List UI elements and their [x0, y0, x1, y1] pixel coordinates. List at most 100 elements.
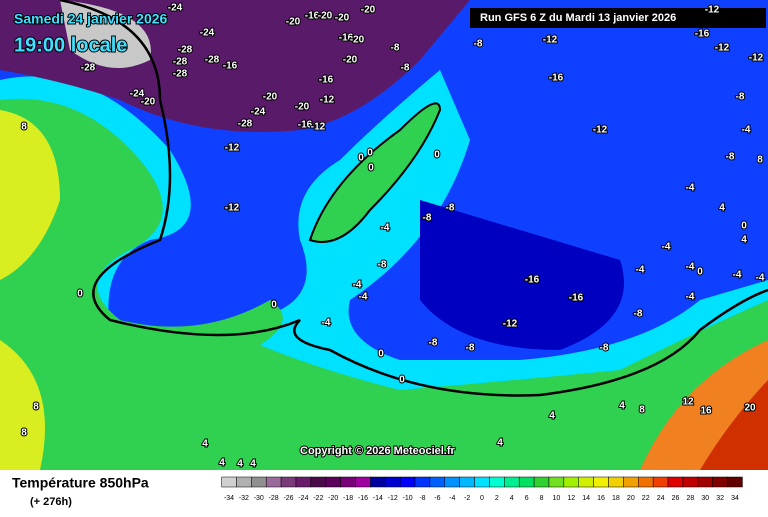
- legend-label: -8: [419, 495, 425, 502]
- legend-label: -18: [343, 495, 353, 502]
- contour-label: -16: [305, 11, 320, 22]
- legend-swatch: [325, 476, 341, 488]
- legend-label: 14: [582, 495, 590, 502]
- legend-label: 10: [553, 495, 561, 502]
- contour-label: -16: [319, 75, 334, 86]
- green-zone: [0, 98, 768, 470]
- legend-label: 32: [716, 495, 724, 502]
- legend-swatch: [236, 476, 252, 488]
- contour-label: -24: [168, 3, 183, 14]
- contour-label: 0: [368, 163, 374, 174]
- legend-swatch: [623, 476, 639, 488]
- legend-swatch: [518, 476, 535, 488]
- legend-swatch: [340, 476, 356, 488]
- contour-label: -20: [318, 11, 333, 22]
- contour-label: 0: [77, 289, 83, 300]
- contour-label: 20: [744, 403, 756, 414]
- warm-pocket: [308, 102, 442, 243]
- contour-label: -8: [634, 309, 643, 320]
- contour-label: -4: [322, 318, 331, 329]
- contour-label: 4: [549, 411, 555, 422]
- contour-label: -12: [320, 95, 335, 106]
- legend-swatch: [533, 476, 550, 488]
- legend-swatch: [489, 476, 505, 488]
- copyright: Copyright © 2026 Meteociel.fr: [300, 445, 456, 457]
- contour-label: -24: [130, 89, 145, 100]
- contour-label: -8: [446, 203, 455, 214]
- legend-label: 20: [627, 495, 635, 502]
- footer-lead: (+ 276h): [30, 496, 72, 508]
- footer-title: Température 850hPa: [12, 475, 149, 491]
- contour-label: -16: [695, 29, 710, 40]
- contour-label: -16: [569, 293, 584, 304]
- very-cold-zone: [60, 0, 151, 68]
- legend-swatch: [593, 476, 609, 488]
- contour-label: -8: [378, 260, 387, 271]
- contour-label: 4: [741, 235, 747, 246]
- legend-label: -26: [283, 495, 293, 502]
- legend-label: 16: [597, 495, 605, 502]
- legend-swatch: [652, 476, 669, 488]
- contour-label: -16: [339, 33, 354, 44]
- legend-swatch: [712, 476, 728, 488]
- contour-label: -4: [686, 183, 695, 194]
- yellow-zone: [0, 110, 60, 470]
- legend-label: -12: [388, 495, 398, 502]
- legend-label: 6: [525, 495, 529, 502]
- contour-label: 8: [33, 402, 39, 413]
- contour-label: -12: [593, 125, 608, 136]
- legend-swatch: [221, 476, 237, 488]
- contour-label: -28: [238, 119, 253, 130]
- legend-label: 26: [672, 495, 680, 502]
- legend-label: -16: [358, 495, 368, 502]
- legend-swatch: [370, 476, 386, 488]
- run-box: [470, 8, 766, 28]
- legend-swatch: [414, 476, 431, 488]
- contour-label: -8: [391, 43, 400, 54]
- legend-label: -22: [313, 495, 323, 502]
- contour-label: 4: [250, 459, 256, 470]
- contour-label: -24: [251, 107, 266, 118]
- time: 19:00 locale: [14, 34, 127, 56]
- legend-label: 34: [731, 495, 739, 502]
- legend-label: 2: [495, 495, 499, 502]
- contour-label: 0: [741, 221, 747, 232]
- legend-swatch: [355, 476, 371, 488]
- contour-label: -4: [686, 262, 695, 273]
- legend-label: 22: [642, 495, 650, 502]
- contour-label: 4: [202, 439, 208, 450]
- legend-swatch: [251, 476, 267, 488]
- contour-label: -20: [343, 55, 358, 66]
- legend-label: -34: [224, 495, 234, 502]
- contour-label: -28: [81, 63, 96, 74]
- contour-label: 0: [434, 150, 440, 161]
- contour-label: -4: [742, 125, 751, 136]
- legend-swatch: [608, 476, 624, 488]
- contour-label: -4: [756, 273, 765, 284]
- legend-swatch: [563, 476, 579, 488]
- contour-label: -12: [705, 5, 720, 16]
- legend-label: -14: [373, 495, 383, 502]
- contour-label: -28: [173, 57, 188, 68]
- contour-label: 4: [219, 458, 225, 469]
- legend-label: 18: [612, 495, 620, 502]
- contour-label: -12: [749, 53, 764, 64]
- contour-label: -8: [401, 63, 410, 74]
- legend-swatch: [578, 476, 594, 488]
- contour-label: -12: [503, 319, 518, 330]
- contour-label: 0: [378, 349, 384, 360]
- contour-label: -8: [423, 213, 432, 224]
- contour-label: 8: [21, 122, 27, 133]
- legend-label: -32: [239, 495, 249, 502]
- contour-label: -16: [298, 120, 313, 131]
- legend-swatch: [444, 476, 460, 488]
- contour-label: 0: [399, 375, 405, 386]
- legend-swatch: [727, 476, 743, 488]
- contour-label: 16: [700, 406, 712, 417]
- contour-label: 12: [682, 397, 694, 408]
- contour-label: -16: [223, 61, 238, 72]
- contour-label: -4: [359, 292, 368, 303]
- contour-label: -8: [600, 343, 609, 354]
- legend-label: 12: [567, 495, 575, 502]
